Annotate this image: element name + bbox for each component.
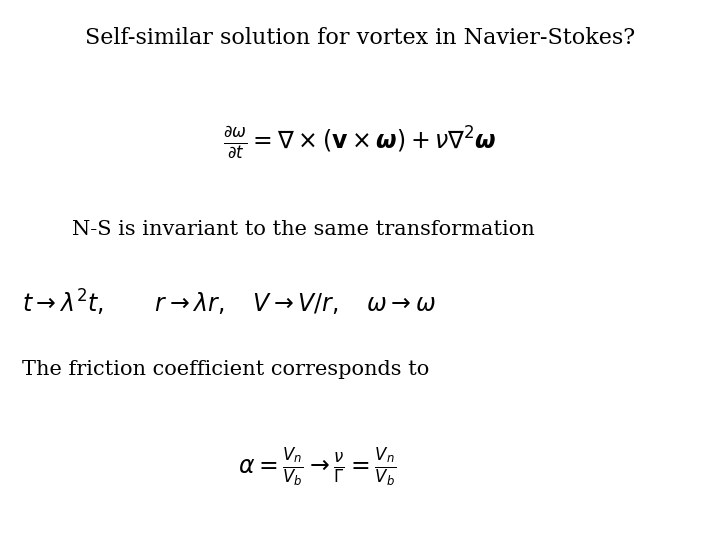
Text: Self-similar solution for vortex in Navier-Stokes?: Self-similar solution for vortex in Navi… [85,27,635,49]
Text: N-S is invariant to the same transformation: N-S is invariant to the same transformat… [72,220,535,239]
Text: $t \rightarrow \lambda^2 t, \qquad r \rightarrow \lambda r, \quad V \rightarrow : $t \rightarrow \lambda^2 t, \qquad r \ri… [22,287,436,318]
Text: $\alpha = \frac{V_n}{V_b} \rightarrow \frac{\nu}{\Gamma} = \frac{V_n}{V_b}$: $\alpha = \frac{V_n}{V_b} \rightarrow \f… [238,446,396,489]
Text: The friction coefficient corresponds to: The friction coefficient corresponds to [22,360,429,380]
Text: $\frac{\partial \omega}{\partial t} = \nabla \times (\mathbf{v} \times \boldsymb: $\frac{\partial \omega}{\partial t} = \n… [223,125,497,161]
